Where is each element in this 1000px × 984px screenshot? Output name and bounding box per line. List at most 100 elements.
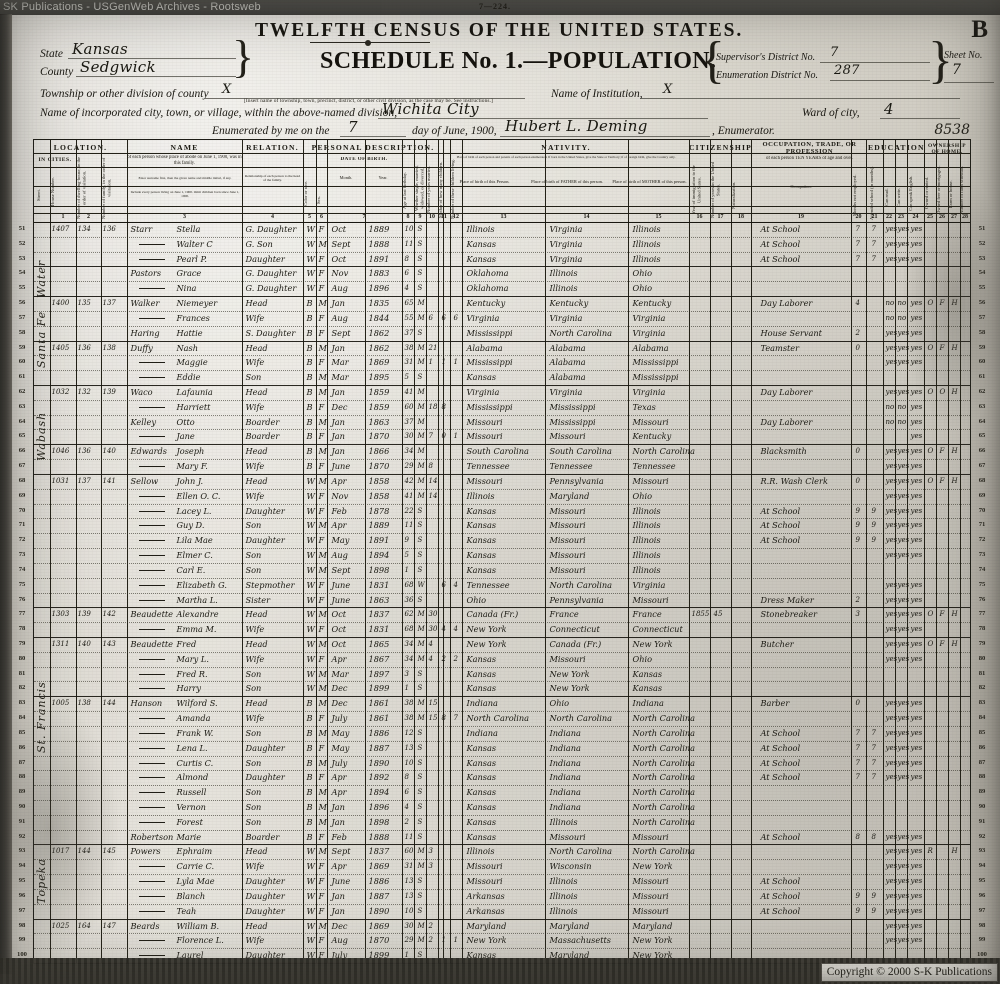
row-number-left-62: 62 <box>18 388 26 396</box>
cell-value: At School <box>760 238 801 249</box>
cell-value: Lacey L. <box>176 505 212 516</box>
cell-value: S <box>417 669 423 678</box>
cell-value: Daughter <box>245 535 285 546</box>
county-value: Sedgwick <box>80 58 156 76</box>
row-divider <box>34 622 970 624</box>
row-number-left-67: 67 <box>18 462 26 470</box>
cell-value: S <box>417 284 423 293</box>
column-rule <box>450 140 451 963</box>
cell-value: 1895 <box>368 372 390 383</box>
row-divider <box>34 859 970 861</box>
cell-value: yes <box>910 551 923 560</box>
cell-value: Missouri <box>466 861 503 872</box>
cell-value: 30 <box>404 921 414 930</box>
cell-value: W <box>306 861 315 872</box>
row-number-right-69: 69 <box>978 491 986 499</box>
cell-value: M <box>417 476 425 485</box>
cell-value: yes <box>897 328 910 337</box>
column-rule <box>924 140 925 963</box>
cell-value: Kansas <box>632 668 663 679</box>
cell-value: Texas <box>632 401 656 412</box>
column-rule <box>426 140 427 963</box>
cell-value: 5 <box>404 373 409 382</box>
column-number-20: 20 <box>855 214 862 220</box>
cell-value: Oct <box>331 253 347 264</box>
cell-value: yes <box>885 328 898 337</box>
cell-value: F <box>318 253 325 264</box>
cell-value: Son <box>245 727 262 738</box>
row-divider <box>34 740 970 742</box>
cell-value: 30 <box>404 432 414 441</box>
cell-value: North Carolina <box>632 757 696 768</box>
cell-value: Kentucky <box>632 298 672 309</box>
cell-value: yes <box>910 476 923 485</box>
cell-value: Dec <box>331 920 348 931</box>
cell-value: Boarder <box>245 416 280 427</box>
cell-value: Aug <box>331 312 348 323</box>
cell-value: Walker <box>130 298 160 309</box>
cell-value: 13 <box>404 891 414 900</box>
cell-value: Missouri <box>466 475 503 486</box>
row-number-left-55: 55 <box>18 284 26 292</box>
cell-value: At School <box>760 890 801 901</box>
cell-value: 7 <box>855 758 860 767</box>
cell-value: July <box>331 757 348 768</box>
cell-value: yes <box>885 506 898 515</box>
cell-value: 9 <box>404 536 409 545</box>
cell-value: Kansas <box>466 831 497 842</box>
group-personal: PERSONAL DESCRIPTION. <box>311 143 435 152</box>
cell-value: Connecticut <box>632 624 683 635</box>
cell-value: 8 <box>428 462 433 471</box>
state-value: Kansas <box>72 40 128 58</box>
years-in-us-header: Number of years in the United States. <box>710 162 721 219</box>
column-rule <box>443 140 444 963</box>
cell-value: June <box>331 461 351 472</box>
cell-value: B <box>306 357 313 368</box>
cell-value: B <box>306 816 313 827</box>
row-divider <box>34 385 970 387</box>
cell-value: M <box>318 416 327 427</box>
cell-value: Oct <box>331 624 347 635</box>
cell-value: 2 <box>428 936 433 945</box>
hdr-line-3 <box>34 186 970 187</box>
cell-value: Head <box>245 446 268 457</box>
cell-value: 7 <box>871 225 876 233</box>
column-rule <box>936 140 937 963</box>
cell-value: 1898 <box>368 564 390 575</box>
cell-value: S <box>417 951 423 960</box>
cell-value: M <box>318 816 327 827</box>
cell-value: yes <box>910 610 923 619</box>
district-brace: { <box>700 32 725 89</box>
cell-value: Starr <box>130 224 153 234</box>
cell-value: Kansas <box>466 742 497 753</box>
cell-value: H <box>951 447 958 456</box>
cell-value: yes <box>885 891 898 900</box>
column-rule <box>316 140 317 963</box>
cell-value: yes <box>897 728 910 737</box>
ditto-dash <box>139 910 165 912</box>
cell-value: yes <box>885 239 898 248</box>
cell-value: New York <box>632 950 673 961</box>
row-number-left-78: 78 <box>18 625 26 633</box>
column-rule <box>907 140 908 963</box>
cell-value: Daughter <box>245 905 285 916</box>
cell-value: H <box>951 610 958 619</box>
cell-value: Apr <box>331 772 347 783</box>
cell-value: B <box>306 342 313 353</box>
cell-value: 1899 <box>368 950 390 961</box>
cell-value: Missouri <box>549 564 586 575</box>
cell-value: House Servant <box>760 327 822 338</box>
cell-value: Illinois <box>549 905 578 916</box>
ditto-dash <box>139 569 165 571</box>
column-number-18: 18 <box>738 214 744 220</box>
cell-value: Elmer C. <box>176 550 213 561</box>
cell-value: Jan <box>331 816 345 827</box>
cell-value: Indiana <box>549 801 581 812</box>
page-title: TWELFTH CENSUS OF THE UNITED STATES. <box>255 20 744 41</box>
cell-value: M <box>417 936 425 945</box>
column-number-5: 5 <box>308 214 311 220</box>
cell-value: At School <box>760 535 801 546</box>
row-number-right-79: 79 <box>978 639 986 647</box>
cell-value: Kansas <box>466 505 497 516</box>
cell-value: 10 <box>404 225 414 233</box>
